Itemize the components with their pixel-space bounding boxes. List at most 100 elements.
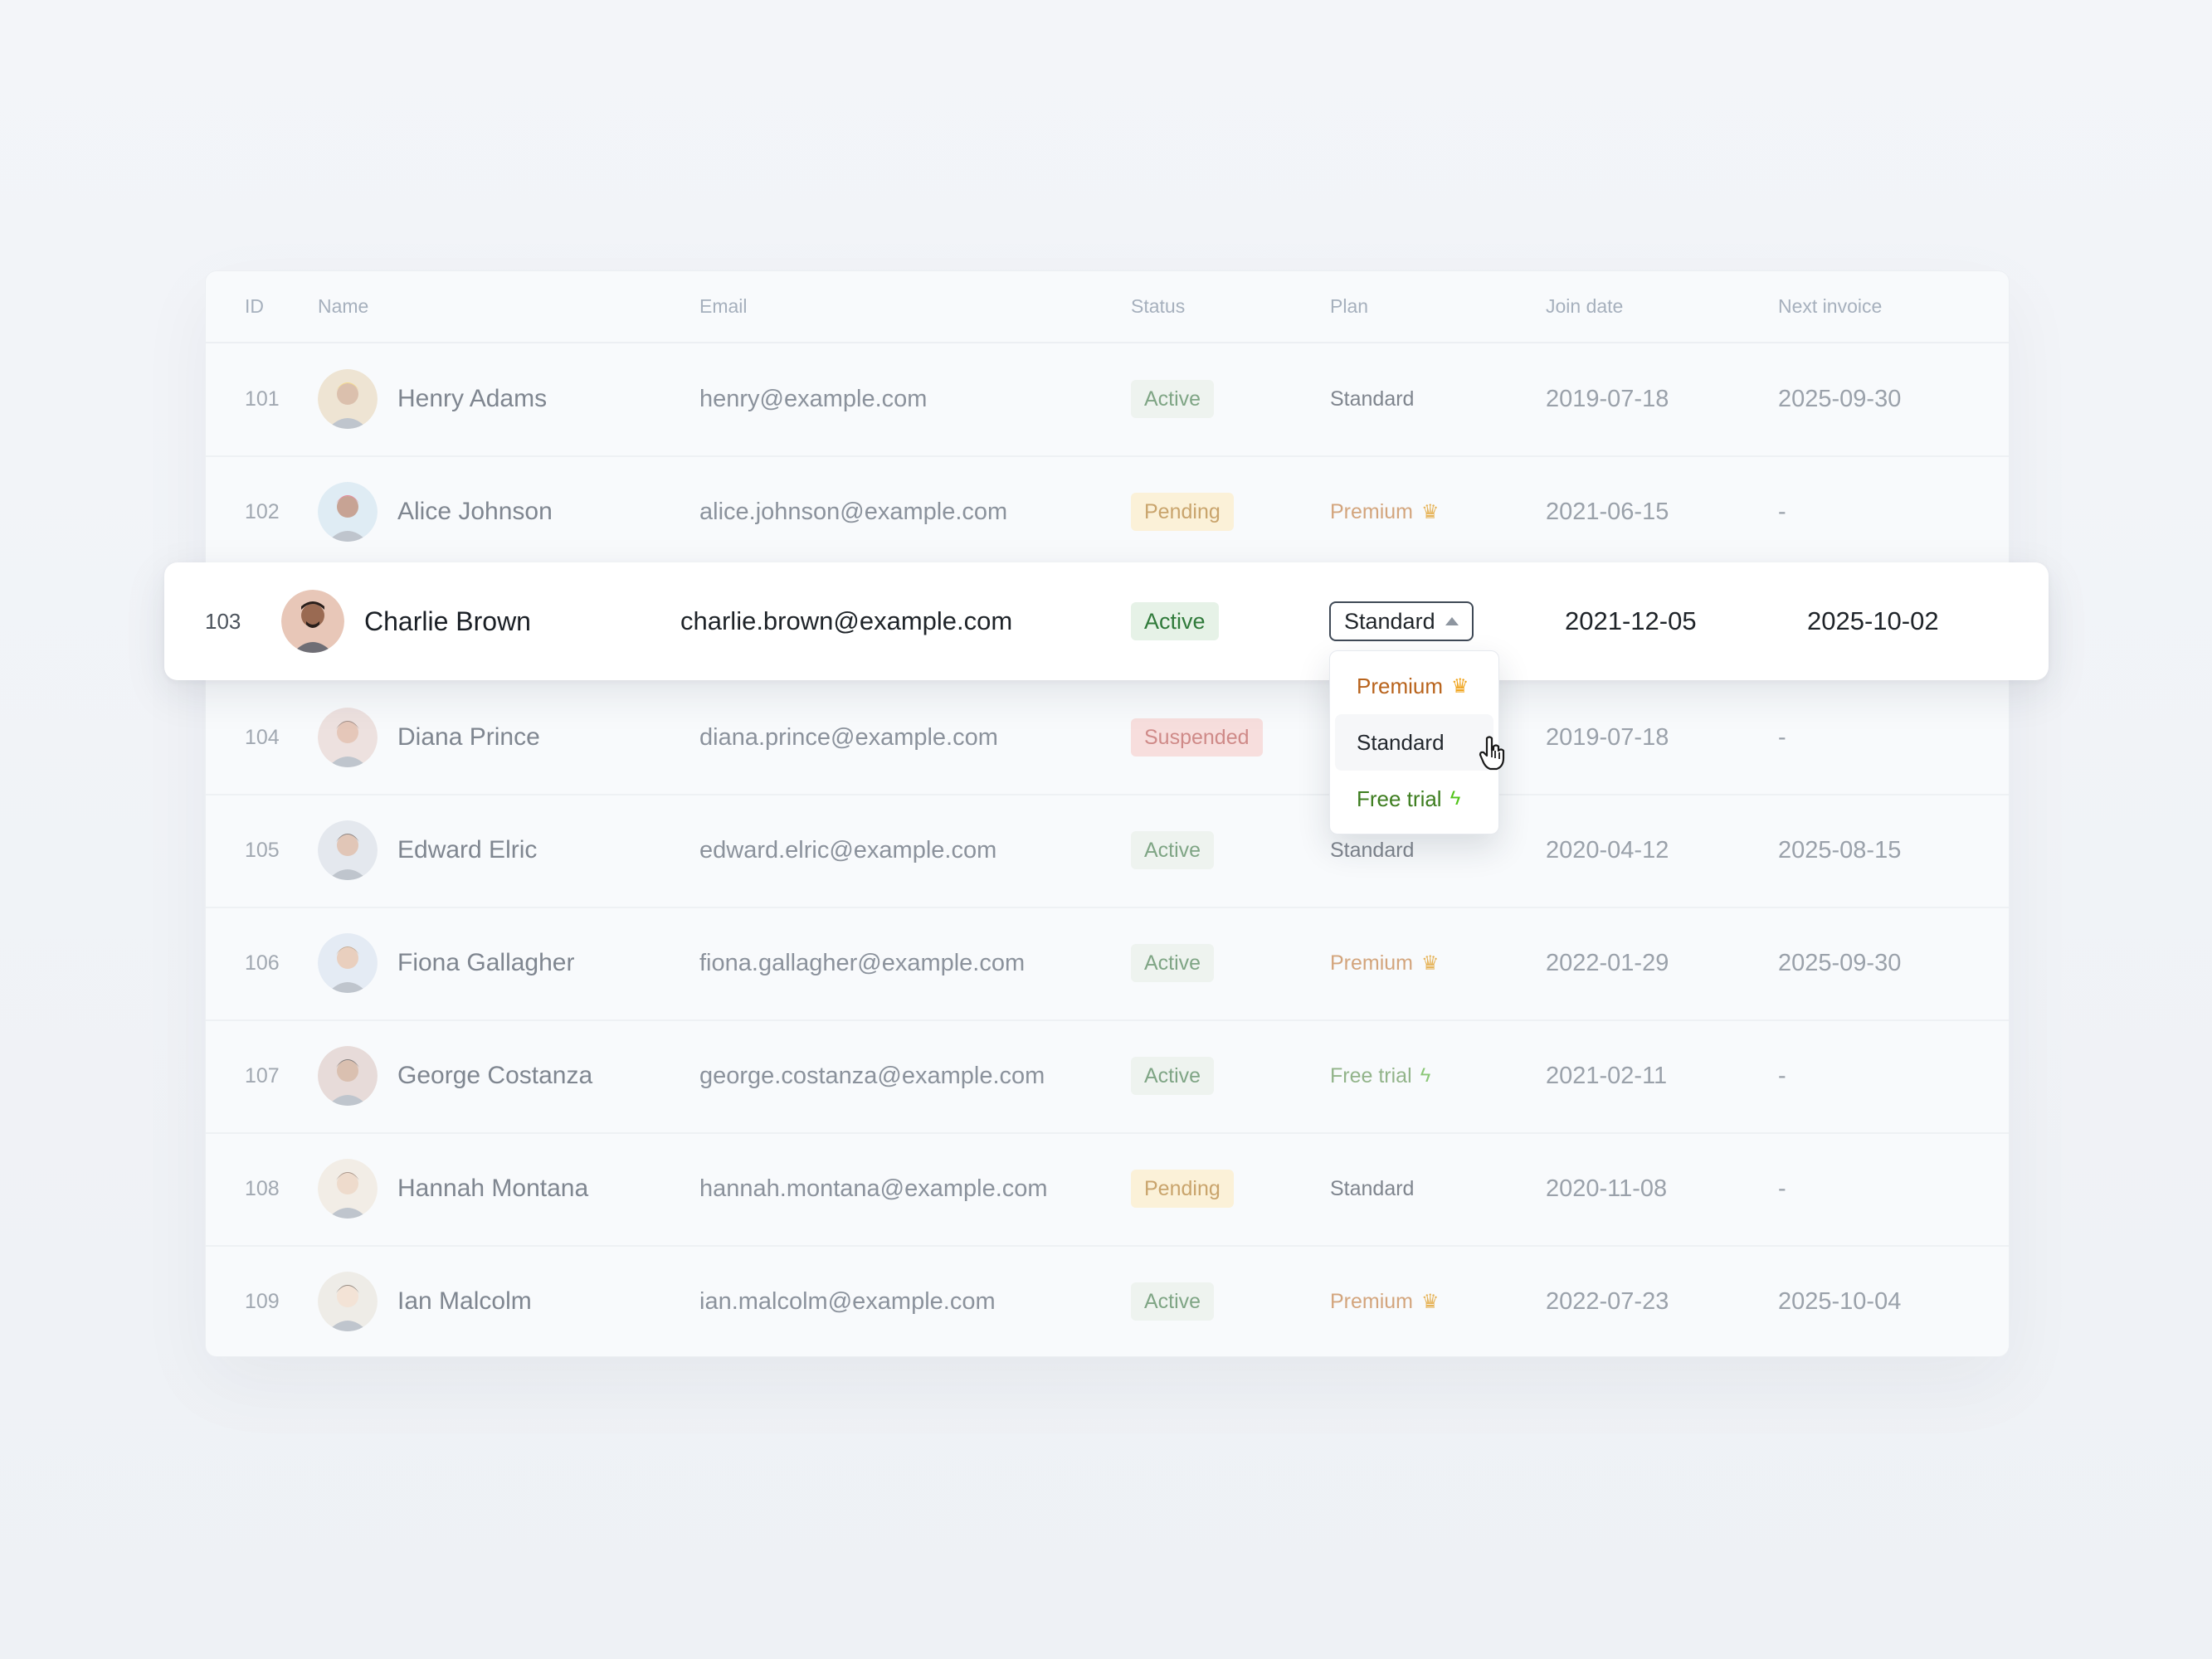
row-join-date: 2019-07-18 [1546, 723, 1669, 751]
status-badge: Active [1131, 1057, 1215, 1095]
row-plan: Premium ♛ [1330, 907, 1440, 1019]
user-name: Charlie Brown [364, 606, 531, 636]
row-id: 102 [245, 499, 280, 523]
plan-label: Premium ♛ [1330, 951, 1440, 975]
crown-icon: ♛ [1421, 500, 1440, 523]
avatar-image [318, 1159, 378, 1219]
avatar [318, 708, 378, 767]
avatar [281, 590, 344, 653]
row-status: Active [1131, 562, 1219, 680]
header-plan[interactable]: Plan [1330, 295, 1369, 317]
row-id: 109 [245, 1289, 280, 1313]
row-id: 107 [245, 1063, 280, 1087]
table-row[interactable]: 106 Fiona Gallagher fiona.gallagher@exam… [206, 907, 2009, 1021]
plan-label: Free trial ϟ [1330, 1064, 1430, 1088]
plan-option-label: Free trial [1357, 786, 1442, 811]
avatar-image [318, 1272, 378, 1331]
user-name: George Costanza [397, 1062, 593, 1089]
avatar-image [318, 708, 378, 767]
table-row[interactable]: 109 Ian Malcolm ian.malcolm@example.com … [206, 1245, 2009, 1356]
plan-select[interactable]: Standard [1329, 601, 1474, 641]
row-id: 103 [205, 608, 241, 634]
avatar-image [281, 590, 344, 653]
crown-icon: ♛ [1421, 951, 1440, 975]
avatar-image [318, 1046, 378, 1106]
header-join-date[interactable]: Join date [1546, 295, 1624, 317]
caret-up-icon [1445, 617, 1459, 625]
plan-dropdown: Premium ♛ Standard Free trial ϟ [1329, 650, 1499, 834]
user-name: Henry Adams [397, 385, 548, 412]
row-plan: Free trial ϟ [1330, 1019, 1430, 1132]
row-join-date: 2021-12-05 [1565, 606, 1697, 635]
table-row[interactable]: 108 Hannah Montana hannah.montana@exampl… [206, 1132, 2009, 1247]
row-user: Henry Adams [318, 343, 547, 455]
row-join-date: 2020-04-12 [1546, 836, 1669, 864]
plan-name: Premium [1330, 951, 1414, 975]
user-name: Diana Prince [397, 723, 540, 751]
table-row-selected[interactable]: 103 Charlie Brown charlie.brown@example.… [164, 562, 2049, 680]
crown-icon: ♛ [1451, 674, 1469, 698]
row-user: Diana Prince [318, 681, 540, 794]
row-join-date: 2020-11-08 [1546, 1175, 1668, 1202]
avatar [318, 1046, 378, 1106]
hand-pointer-cursor [1479, 736, 1505, 771]
user-name: Ian Malcolm [397, 1287, 532, 1315]
header-email[interactable]: Email [699, 295, 748, 317]
row-plan: Standard [1330, 1132, 1414, 1245]
row-id: 105 [245, 838, 280, 862]
user-name: Alice Johnson [397, 498, 553, 525]
row-id: 106 [245, 951, 280, 975]
row-next-invoice: 2025-10-04 [1778, 1287, 1902, 1315]
avatar [318, 1272, 378, 1331]
plan-option-standard[interactable]: Standard [1335, 714, 1493, 771]
table-row[interactable]: 107 George Costanza george.costanza@exam… [206, 1019, 2009, 1134]
plan-label: Premium ♛ [1330, 1290, 1440, 1314]
plan-option-label: Premium [1357, 673, 1444, 698]
table-row[interactable]: 101 Henry Adams henry@example.com Active [206, 343, 2009, 457]
status-badge: Active [1131, 1282, 1215, 1321]
row-plan: Standard [1330, 343, 1414, 455]
status-badge: Active [1131, 380, 1215, 418]
header-id[interactable]: ID [245, 295, 264, 317]
avatar-image [318, 482, 378, 542]
row-email: fiona.gallagher@example.com [699, 949, 1026, 976]
header-next-invoice[interactable]: Next invoice [1778, 295, 1883, 317]
table-row[interactable]: 105 Edward Elric edward.elric@example.co… [206, 794, 2009, 908]
plan-label: Premium ♛ [1330, 500, 1440, 524]
header-status[interactable]: Status [1131, 295, 1186, 317]
plan-option-free-trial[interactable]: Free trial ϟ [1335, 771, 1493, 827]
row-status: Pending [1131, 455, 1234, 568]
row-email: diana.prince@example.com [699, 723, 998, 751]
row-email: hannah.montana@example.com [699, 1175, 1048, 1202]
plan-name: Premium [1330, 1289, 1414, 1313]
row-user: Edward Elric [318, 794, 537, 907]
status-badge: Active [1131, 602, 1219, 640]
row-next-invoice: - [1778, 1062, 1786, 1089]
row-join-date: 2019-07-18 [1546, 385, 1669, 412]
row-join-date: 2021-02-11 [1546, 1062, 1668, 1089]
crown-icon: ♛ [1421, 1290, 1440, 1313]
row-email: henry@example.com [699, 385, 928, 412]
status-badge: Active [1131, 944, 1215, 982]
status-badge: Pending [1131, 1170, 1234, 1208]
row-email: edward.elric@example.com [699, 836, 997, 864]
status-badge: Active [1131, 831, 1215, 869]
row-user: Fiona Gallagher [318, 907, 574, 1019]
row-plan: Standard [1330, 794, 1414, 907]
plan-name: Premium [1330, 499, 1414, 523]
row-status: Suspended [1131, 681, 1263, 794]
plan-option-label: Standard [1357, 729, 1445, 755]
row-status: Active [1131, 1019, 1215, 1132]
header-name[interactable]: Name [318, 295, 369, 317]
table-row[interactable]: 102 Alice Johnson alice.johnson@example.… [206, 455, 2009, 570]
avatar [318, 369, 378, 429]
plan-option-premium[interactable]: Premium ♛ [1335, 658, 1493, 714]
row-user: Charlie Brown [281, 562, 531, 680]
table-header: ID Name Email Status Plan Join date Next… [206, 271, 2009, 343]
plan-label: Standard [1330, 1177, 1414, 1201]
plan-name: Standard [1330, 387, 1415, 411]
status-badge: Suspended [1131, 718, 1263, 757]
avatar [318, 820, 378, 880]
plan-label: Standard [1330, 387, 1414, 411]
table-row[interactable]: 104 Diana Prince diana.prince@example.co… [206, 681, 2009, 795]
